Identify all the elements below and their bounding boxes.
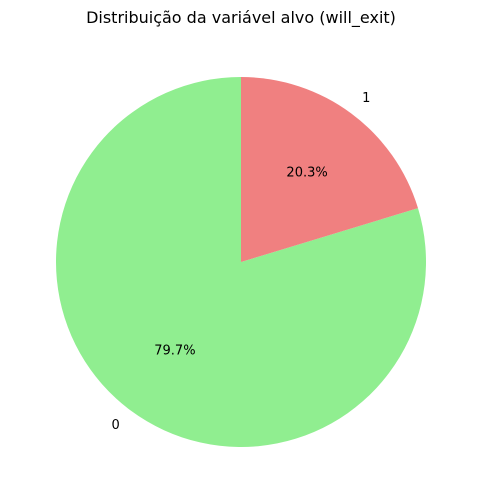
- pie-slice-1: [241, 77, 418, 262]
- labels-layer: 79.7% 0 20.3% 1: [112, 91, 371, 433]
- slice-percent-label-0: 79.7%: [154, 344, 195, 359]
- slice-category-label-1: 1: [362, 91, 370, 106]
- slices-layer: [55, 77, 426, 448]
- pie-slice-0: [55, 77, 426, 448]
- slice-percent-label-1: 20.3%: [286, 165, 327, 180]
- slice-category-label-0: 0: [112, 418, 120, 433]
- chart-title: Distribuição da variável alvo (will_exit…: [86, 8, 396, 27]
